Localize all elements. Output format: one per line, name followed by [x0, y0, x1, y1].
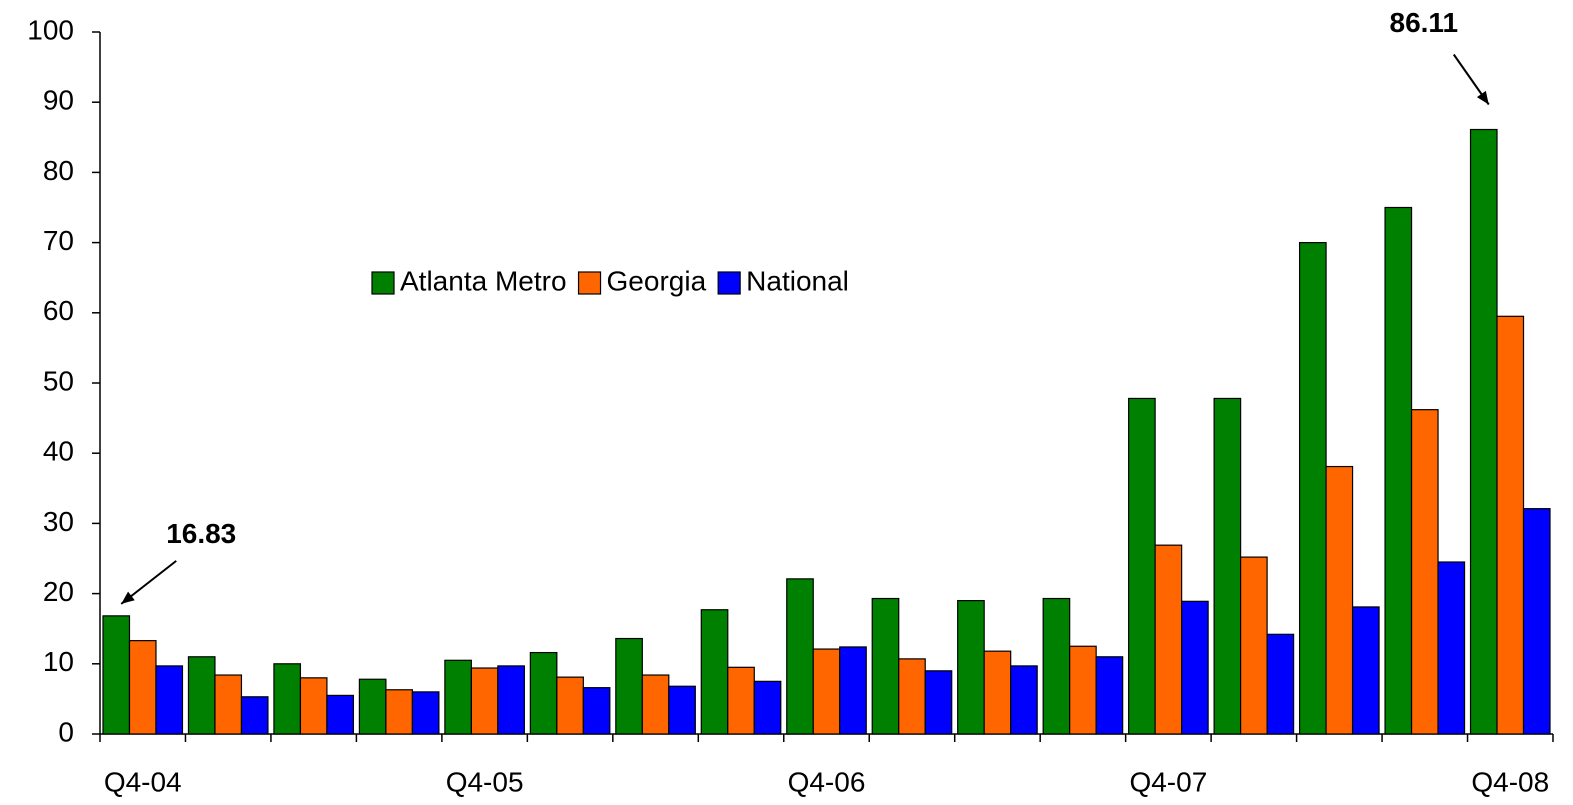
bar: [727, 666, 755, 735]
bar: [898, 658, 926, 735]
legend-label: Georgia: [607, 265, 707, 296]
bar: [700, 609, 729, 735]
legend-swatch: [717, 271, 741, 295]
bar: [187, 656, 216, 735]
data-label: 16.83: [166, 518, 236, 549]
y-tick-label: 60: [43, 295, 74, 326]
bar: [983, 650, 1012, 735]
bar: [1496, 315, 1525, 735]
bar: [444, 659, 472, 735]
bar: [1410, 409, 1439, 735]
bar: [385, 689, 413, 735]
bar: [786, 578, 814, 735]
annotation-arrowhead: [121, 591, 135, 604]
bar: [1240, 556, 1268, 735]
legend-label: Atlanta Metro: [400, 265, 567, 296]
bar: [1095, 656, 1124, 735]
bar: [1384, 206, 1413, 735]
x-tick-label: Q4-06: [788, 766, 866, 797]
bar: [812, 648, 841, 735]
bar: [214, 674, 243, 735]
bar: [1522, 508, 1551, 735]
bar: [240, 696, 269, 735]
bar: [1266, 633, 1295, 735]
bar: [497, 665, 525, 735]
data-label: 86.11: [1390, 7, 1459, 38]
bar: [957, 600, 985, 735]
legend-label: National: [746, 265, 849, 296]
bar: [641, 674, 670, 735]
bar: [326, 694, 355, 735]
y-tick-label: 90: [43, 85, 74, 116]
bar: [1010, 665, 1038, 735]
bar: [155, 665, 184, 735]
bar: [1042, 597, 1071, 735]
bar: [668, 685, 696, 735]
bar: [1325, 465, 1354, 735]
bar: [1298, 242, 1327, 735]
y-tick-label: 40: [43, 436, 74, 467]
y-tick-label: 20: [43, 576, 74, 607]
bar: [102, 615, 131, 735]
bar: [529, 651, 558, 735]
y-tick-label: 30: [43, 506, 74, 537]
y-tick-label: 100: [27, 14, 74, 45]
bar: [556, 676, 584, 735]
legend-swatch: [577, 271, 602, 295]
bar: [273, 663, 302, 735]
bar: [470, 667, 499, 735]
y-tick-label: 70: [43, 225, 74, 256]
bar: [1213, 397, 1242, 735]
bar: [1437, 561, 1466, 735]
bar: [1469, 128, 1498, 735]
y-tick-label: 80: [43, 155, 74, 186]
bar: [839, 646, 867, 735]
bar: [358, 678, 387, 735]
bar: [1069, 645, 1097, 735]
legend-swatch: [371, 271, 395, 295]
bar: [924, 670, 953, 735]
bar: [753, 680, 782, 735]
bar: [1181, 600, 1209, 735]
bar: [1154, 544, 1183, 735]
x-tick-label: Q4-07: [1129, 766, 1207, 797]
bar: [615, 637, 643, 735]
x-tick-label: Q4-04: [104, 766, 182, 797]
bar: [582, 687, 611, 735]
bar: [1351, 606, 1380, 735]
bar: [299, 677, 328, 735]
y-tick-label: 0: [58, 716, 74, 747]
x-tick-label: Q4-05: [446, 766, 524, 797]
bar: [871, 597, 900, 735]
y-tick-label: 10: [43, 646, 74, 677]
y-tick-label: 50: [43, 365, 74, 396]
annotation-arrowhead: [1476, 90, 1489, 105]
bar: [1128, 397, 1156, 735]
bar: [128, 640, 157, 735]
x-tick-label: Q4-08: [1471, 766, 1549, 797]
bar: [411, 691, 440, 735]
